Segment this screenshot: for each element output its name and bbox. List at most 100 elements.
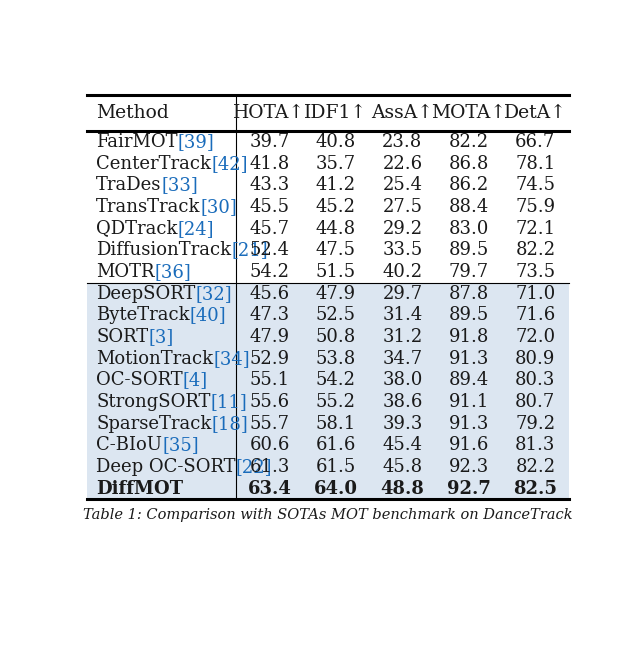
Text: 45.7: 45.7 <box>250 220 289 238</box>
Bar <box>88 153 568 174</box>
Bar <box>88 391 568 413</box>
Text: 88.4: 88.4 <box>449 198 489 216</box>
Text: 33.5: 33.5 <box>382 241 422 259</box>
Text: 75.9: 75.9 <box>515 198 556 216</box>
Text: 50.8: 50.8 <box>316 328 356 346</box>
Text: C-BIoU: C-BIoU <box>97 436 163 454</box>
Text: [40]: [40] <box>190 307 227 324</box>
Text: OC-SORT: OC-SORT <box>97 371 183 389</box>
Bar <box>88 456 568 478</box>
Text: 92.3: 92.3 <box>449 458 489 476</box>
Text: 74.5: 74.5 <box>515 176 556 194</box>
Text: 40.8: 40.8 <box>316 133 356 151</box>
Text: 60.6: 60.6 <box>250 436 290 454</box>
Text: 25.4: 25.4 <box>383 176 422 194</box>
Text: 82.2: 82.2 <box>449 133 489 151</box>
Text: DeepSORT: DeepSORT <box>97 284 196 303</box>
Text: 63.4: 63.4 <box>248 480 291 498</box>
Text: 91.8: 91.8 <box>449 328 489 346</box>
Text: [35]: [35] <box>163 436 199 454</box>
Text: 73.5: 73.5 <box>515 263 556 281</box>
Text: 55.2: 55.2 <box>316 393 356 411</box>
Text: 34.7: 34.7 <box>382 349 422 367</box>
Text: 91.6: 91.6 <box>449 436 489 454</box>
Text: 86.8: 86.8 <box>449 155 489 172</box>
Text: 44.8: 44.8 <box>316 220 356 238</box>
Text: 72.0: 72.0 <box>515 328 556 346</box>
Text: 61.5: 61.5 <box>316 458 356 476</box>
Text: 83.0: 83.0 <box>449 220 489 238</box>
Text: [39]: [39] <box>178 133 214 151</box>
Bar <box>88 240 568 261</box>
Text: SORT: SORT <box>97 328 148 346</box>
Text: FairMOT: FairMOT <box>97 133 178 151</box>
Text: HOTA↑: HOTA↑ <box>234 104 305 122</box>
Text: 87.8: 87.8 <box>449 284 489 303</box>
Bar <box>88 326 568 348</box>
Bar <box>88 283 568 305</box>
Text: 80.3: 80.3 <box>515 371 556 389</box>
Text: 45.6: 45.6 <box>250 284 289 303</box>
Text: 71.6: 71.6 <box>515 307 556 324</box>
Text: DiffMOT: DiffMOT <box>97 480 184 498</box>
Text: 89.5: 89.5 <box>449 241 489 259</box>
Text: 64.0: 64.0 <box>314 480 358 498</box>
Bar <box>88 131 568 153</box>
Text: [18]: [18] <box>212 415 248 433</box>
Text: IDF1↑: IDF1↑ <box>305 104 367 122</box>
Text: [36]: [36] <box>155 263 191 281</box>
Text: [33]: [33] <box>162 176 198 194</box>
Bar <box>88 261 568 283</box>
Text: DiffusionTrack: DiffusionTrack <box>97 241 232 259</box>
Bar <box>88 218 568 240</box>
Text: 40.2: 40.2 <box>382 263 422 281</box>
Text: 78.1: 78.1 <box>515 155 556 172</box>
Text: 71.0: 71.0 <box>515 284 556 303</box>
Text: 66.7: 66.7 <box>515 133 556 151</box>
Text: 39.7: 39.7 <box>250 133 289 151</box>
Text: 86.2: 86.2 <box>449 176 489 194</box>
Text: [24]: [24] <box>178 220 214 238</box>
Text: 79.2: 79.2 <box>515 415 556 433</box>
Text: 45.4: 45.4 <box>383 436 422 454</box>
Text: 45.8: 45.8 <box>382 458 422 476</box>
Text: 23.8: 23.8 <box>382 133 422 151</box>
Text: 38.0: 38.0 <box>382 371 422 389</box>
Text: 80.7: 80.7 <box>515 393 556 411</box>
Text: 27.5: 27.5 <box>383 198 422 216</box>
Text: 47.5: 47.5 <box>316 241 356 259</box>
Text: 61.6: 61.6 <box>316 436 356 454</box>
Text: 89.5: 89.5 <box>449 307 489 324</box>
Text: 47.9: 47.9 <box>316 284 356 303</box>
Text: MOTA↑: MOTA↑ <box>431 104 506 122</box>
Bar <box>88 369 568 391</box>
Text: 41.2: 41.2 <box>316 176 356 194</box>
Text: Method: Method <box>97 104 169 122</box>
Text: 61.3: 61.3 <box>250 458 290 476</box>
Text: 92.7: 92.7 <box>447 480 491 498</box>
Bar <box>88 478 568 500</box>
Text: TransTrack: TransTrack <box>97 198 201 216</box>
Text: 53.8: 53.8 <box>316 349 356 367</box>
Bar <box>88 348 568 369</box>
Text: Deep OC-SORT: Deep OC-SORT <box>97 458 236 476</box>
Text: 91.3: 91.3 <box>449 415 489 433</box>
Bar <box>88 413 568 434</box>
Text: [34]: [34] <box>214 349 250 367</box>
Text: CenterTrack: CenterTrack <box>97 155 211 172</box>
Text: 54.2: 54.2 <box>316 371 356 389</box>
Text: 48.8: 48.8 <box>380 480 424 498</box>
Text: 58.1: 58.1 <box>316 415 356 433</box>
Text: 82.2: 82.2 <box>515 241 556 259</box>
Text: 47.3: 47.3 <box>250 307 289 324</box>
Text: 80.9: 80.9 <box>515 349 556 367</box>
Text: 54.2: 54.2 <box>250 263 289 281</box>
Text: 47.9: 47.9 <box>250 328 289 346</box>
Text: 52.9: 52.9 <box>250 349 289 367</box>
Text: 51.5: 51.5 <box>316 263 356 281</box>
Text: [22]: [22] <box>236 458 273 476</box>
Text: 31.2: 31.2 <box>382 328 422 346</box>
Text: 52.4: 52.4 <box>250 241 289 259</box>
Text: 22.6: 22.6 <box>382 155 422 172</box>
Text: Table 1: Comparison with SOTAs MOT benchmark on DanceTrack: Table 1: Comparison with SOTAs MOT bench… <box>83 509 573 522</box>
